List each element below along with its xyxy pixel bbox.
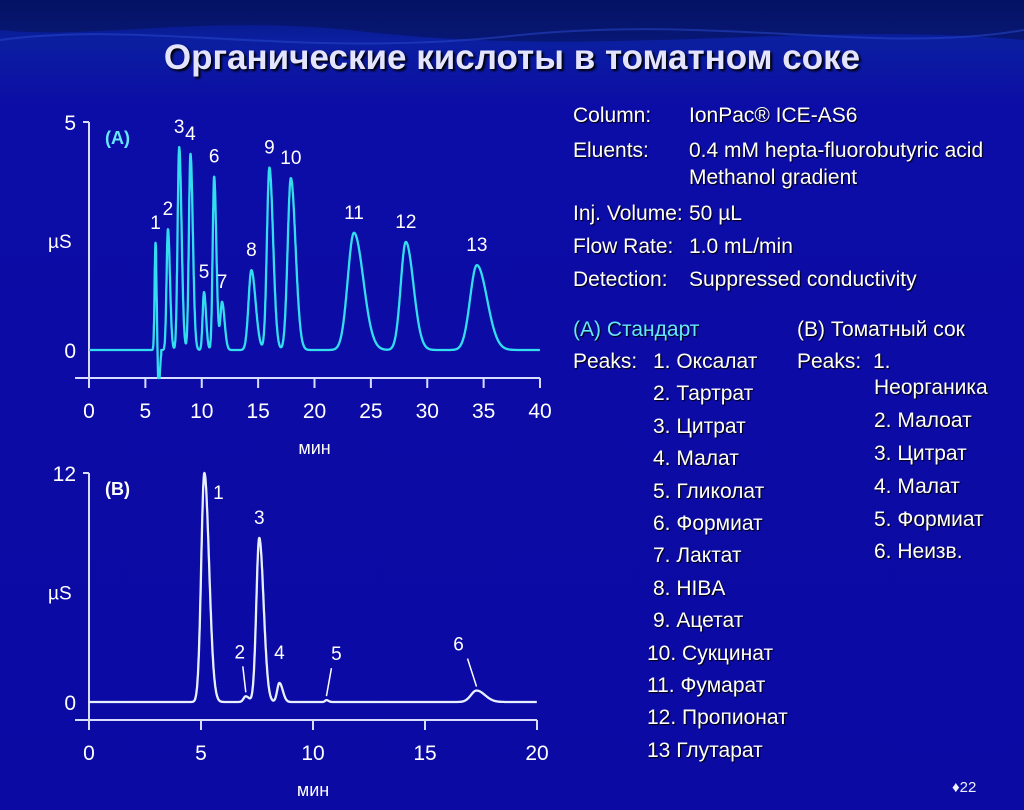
x-tick-label: 30 <box>416 400 439 423</box>
standard-peaks-label: Peaks: <box>573 350 638 373</box>
standard-peak-item: 8. HIBA <box>653 576 726 600</box>
x-tick-label: 15 <box>246 400 269 423</box>
peak-leader-line <box>466 658 478 687</box>
peak-label: 3 <box>174 117 185 138</box>
peak-label: 6 <box>453 635 464 656</box>
sample-peak-item: 4. Малат <box>874 475 960 498</box>
standard-peak-item: 12. Пропионат <box>647 706 788 730</box>
y-tick-label: 0 <box>64 340 76 363</box>
y-axis-label: µS <box>48 232 72 253</box>
chromatogram-trace <box>87 145 541 380</box>
peak-label: 5 <box>199 262 210 283</box>
x-tick-label: 40 <box>528 400 551 423</box>
sample-peaks-label: Peaks: <box>797 350 862 373</box>
peak-label: 6 <box>209 147 220 168</box>
standard-peak-item: 10. Сукцинат <box>647 641 774 665</box>
condition-label: Column: <box>573 104 652 127</box>
peak-label: 8 <box>246 240 257 261</box>
standard-peak-item: 9. Ацетат <box>653 609 744 633</box>
condition-value: 50 µL <box>689 202 742 225</box>
peak-label: 9 <box>264 138 275 159</box>
standard-peak-item: 4. Малат <box>653 447 739 471</box>
condition-value: 1.0 mL/min <box>689 235 793 258</box>
page-number-text: 22 <box>959 779 977 796</box>
peak-label: 2 <box>163 199 174 220</box>
y-tick-label: 0 <box>64 692 76 715</box>
peak-label: 1 <box>150 213 161 234</box>
peak-label: 11 <box>344 203 364 224</box>
peak-label: 4 <box>185 124 196 145</box>
condition-value: Methanol gradient <box>689 166 858 189</box>
condition-value: 0.4 mM hepta-fluorobutyric acid <box>689 139 984 162</box>
standard-peak-item: 13 Глутарат <box>647 738 763 762</box>
x-tick-label: 0 <box>83 400 95 423</box>
x-tick-label: 10 <box>190 400 213 423</box>
standard-peak-item: 1. Оксалат <box>653 350 758 373</box>
sample-peak-item: 2. Малоат <box>874 409 972 432</box>
condition-label: Inj. Volume: <box>573 202 683 225</box>
sample-peak-item: Неорганика <box>874 376 988 399</box>
y-tick-label: 12 <box>53 463 76 486</box>
sample-peak-item: 6. Неизв. <box>874 540 963 563</box>
x-tick-label: 35 <box>472 400 495 423</box>
standard-peak-item: 3. Цитрат <box>653 414 746 438</box>
header-wave-decoration <box>0 0 1024 45</box>
chromatogram-trace <box>88 471 538 704</box>
standard-peak-item: 7. Лактат <box>653 544 742 568</box>
x-axis-label: мин <box>297 780 329 800</box>
condition-value: Suppressed conductivity <box>689 268 917 291</box>
standard-peak-item: 2. Тартрат <box>653 382 754 406</box>
peak-label: 2 <box>235 642 246 663</box>
peak-label: 1 <box>213 483 224 504</box>
standard-peak-item: 11. Фумарат <box>647 674 766 697</box>
x-tick-label: 20 <box>303 400 326 423</box>
x-tick-label: 10 <box>301 742 324 765</box>
standard-peak-item: 5. Гликолат <box>653 479 765 503</box>
peak-label: 3 <box>254 508 265 529</box>
slide-title: Органические кислоты в томатном соке <box>163 38 861 77</box>
sample-peak-item: 5. Формиат <box>874 508 984 531</box>
condition-label: Flow Rate: <box>573 235 674 258</box>
x-tick-label: 15 <box>413 742 436 765</box>
condition-label: Eluents: <box>573 139 649 162</box>
y-tick-label: 5 <box>64 112 76 135</box>
peak-label: 7 <box>217 272 228 293</box>
sample-peak-item: 3. Цитрат <box>874 442 967 465</box>
x-tick-label: 20 <box>525 742 548 765</box>
condition-label: Detection: <box>573 268 668 291</box>
peak-label: 12 <box>395 212 416 233</box>
peak-label: 5 <box>331 644 342 665</box>
x-tick-label: 25 <box>359 400 382 423</box>
x-axis-label: мин <box>298 438 330 458</box>
standard-heading: (A) Стандарт <box>573 318 700 341</box>
peak-leader-line <box>325 667 333 697</box>
standard-peak-item: 6. Формиат <box>653 512 763 535</box>
diamond-icon: ♦ <box>952 779 960 796</box>
y-axis-label: µS <box>48 584 72 605</box>
peak-label: 13 <box>466 235 487 256</box>
peak-label: 10 <box>280 148 301 169</box>
peak-label: 4 <box>274 643 285 664</box>
x-tick-label: 5 <box>195 742 207 765</box>
panel-label: (B) <box>105 479 130 499</box>
x-tick-label: 0 <box>83 742 95 765</box>
page-number: ♦22 <box>952 779 976 796</box>
peak-leader-line <box>242 666 247 693</box>
sample-peak-item: 1. <box>873 350 891 373</box>
sample-heading: (B) Томатный сок <box>797 318 965 341</box>
condition-value: IonPac® ICE-AS6 <box>689 104 858 127</box>
panel-label: (A) <box>105 128 130 148</box>
x-tick-label: 5 <box>140 400 152 423</box>
